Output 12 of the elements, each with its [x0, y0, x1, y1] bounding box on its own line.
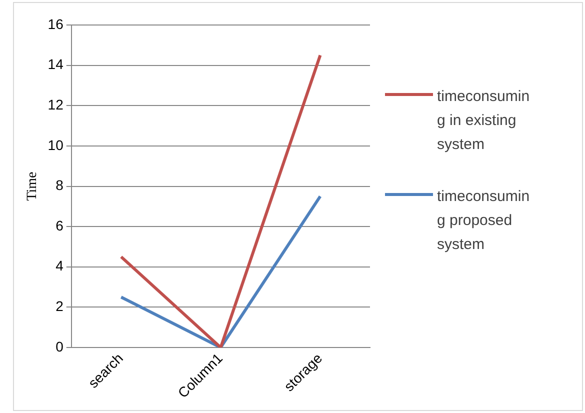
- y-tick-label: 2: [56, 298, 64, 314]
- legend-label: timeconsuming proposed system: [437, 187, 531, 255]
- y-tick-label: 14: [48, 56, 64, 72]
- y-tick-label: 10: [48, 136, 64, 153]
- legend-label: timeconsuming in existing system: [437, 87, 531, 155]
- y-tick-label: 12: [48, 96, 64, 112]
- y-tick-label: 6: [56, 217, 64, 234]
- y-tick-label: 16: [48, 16, 64, 32]
- y-axis-title: Time: [25, 172, 40, 201]
- y-tick-label: 8: [56, 177, 64, 194]
- y-tick-label: 4: [56, 258, 64, 274]
- y-tick-label: 0: [56, 338, 64, 354]
